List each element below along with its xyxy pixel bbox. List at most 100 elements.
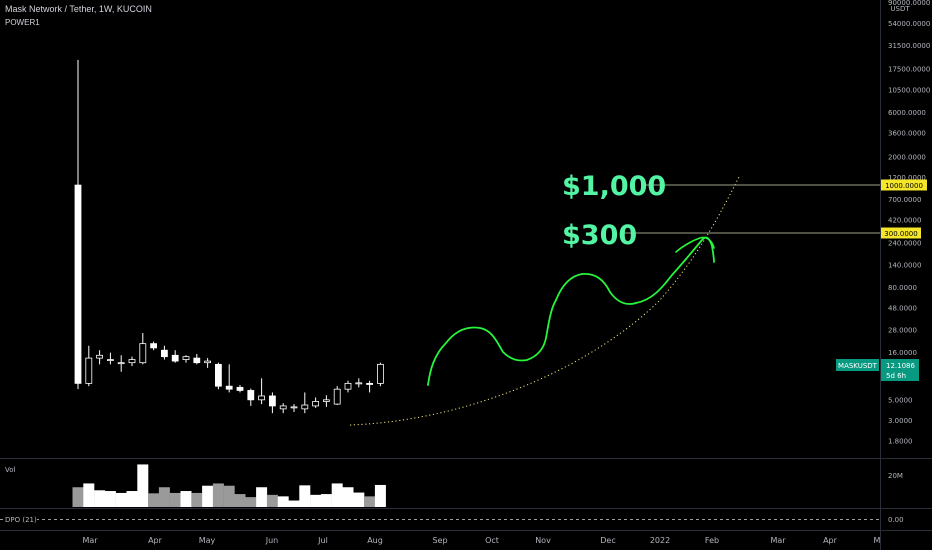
hand-drawn-hook [675, 236, 715, 253]
annotation-1000[interactable]: $1,000 [562, 171, 666, 202]
candle [344, 380, 352, 393]
candle [160, 345, 168, 360]
candle [171, 350, 179, 363]
hand-drawn-projection-path[interactable] [427, 236, 715, 386]
time-axis-tick: Jul [317, 536, 328, 545]
candle [376, 362, 384, 387]
time-axis-tick: Aug [367, 536, 383, 545]
last-price-tag-bg [881, 359, 919, 381]
candle [150, 341, 158, 351]
price-axis-tick: 48.0000 [888, 305, 917, 313]
volume-bar [94, 490, 106, 507]
price-axis-tick: 5.0000 [888, 396, 913, 404]
candle [96, 350, 103, 365]
volume-bar [320, 494, 332, 507]
volume-bar [115, 492, 127, 507]
volume-layer [72, 464, 386, 507]
candle [225, 364, 233, 393]
candle [279, 403, 287, 414]
candle [290, 404, 298, 413]
volume-bar [223, 485, 235, 507]
candle [74, 59, 82, 390]
volume-bar [266, 494, 278, 507]
price-axis-tick: 31500.0000 [888, 42, 930, 50]
volume-bar [137, 464, 149, 507]
volume-bar [331, 483, 343, 507]
last-price-countdown: 5d 6h [886, 372, 906, 380]
dpo-axis-value: 0.00 [888, 516, 904, 524]
price-axis-tick: 2000.0000 [888, 154, 926, 162]
symbol-tag: MASKUSDT [838, 362, 878, 370]
volume-bar [180, 491, 192, 507]
volume-bar [245, 497, 257, 507]
time-axis-tick: Apr [823, 536, 838, 545]
time-axis-tick: Oct [485, 536, 499, 545]
volume-bar [158, 487, 170, 507]
volume-bar [364, 496, 376, 507]
volume-bar [212, 483, 224, 507]
candle [236, 385, 244, 393]
symbol-tag-bg [836, 359, 879, 371]
volume-bar [310, 494, 322, 507]
price-axis-tick: 240.0000 [888, 239, 921, 247]
price-axis-tick: 10500.0000 [888, 86, 930, 94]
volume-bar [353, 492, 365, 507]
level-tag-1000: 1000.0000 [885, 182, 923, 190]
time-axis-tick: M [874, 536, 881, 545]
candle [258, 378, 266, 405]
volume-bar [277, 496, 289, 507]
candle [366, 380, 374, 393]
volume-bar [342, 487, 354, 507]
dpo-label: DPO (21) [5, 516, 37, 524]
volume-bar [256, 487, 268, 507]
level-tag-300: 300.0000 [884, 230, 917, 238]
annotation-300[interactable]: $300 [562, 220, 637, 251]
candle [301, 392, 309, 414]
time-axis-tick: Nov [535, 536, 551, 545]
time-axis-tick: Sep [432, 536, 447, 545]
candles-layer [74, 59, 384, 414]
price-axis-tick: 1.8000 [888, 438, 913, 446]
time-axis-tick: Dec [600, 536, 615, 545]
candle [85, 345, 93, 387]
candle [107, 352, 114, 365]
candle [268, 392, 276, 414]
last-price-tag: 12.1086 [886, 362, 915, 370]
candle [117, 355, 125, 372]
candle [247, 388, 255, 406]
price-axis-tick: 140.0000 [888, 261, 921, 269]
price-axis-tick: 90000.0000 [888, 0, 930, 7]
candle [333, 386, 341, 406]
volume-bar [299, 485, 311, 507]
time-axis-tick: Feb [705, 536, 719, 545]
candle [355, 378, 363, 388]
time-axis-tick: Mar [770, 536, 786, 545]
volume-bar [72, 487, 84, 507]
time-axis-tick: Apr [148, 536, 163, 545]
candle [128, 356, 136, 367]
candle [139, 333, 147, 365]
chart-title: Mask Network / Tether, 1W, KUCOIN [5, 4, 152, 14]
indicator-label: POWER1 [5, 18, 40, 27]
dpo-label-bg [3, 513, 37, 524]
volume-bar [148, 493, 160, 507]
time-axis-tick: 2022 [650, 536, 670, 545]
volume-pane-label: Vol [5, 466, 16, 474]
time-axis[interactable]: Mar Apr May Jun Jul Aug Sep Oct Nov Dec 2022 Feb Mar… [82, 536, 880, 545]
volume-bar [169, 492, 181, 507]
price-axis-tick: 3.0000 [888, 417, 913, 425]
volume-bar [83, 483, 95, 507]
time-axis-tick: Jun [265, 536, 279, 545]
price-axis-tick: 54000.0000 [888, 20, 930, 28]
level-tag-300-bg [881, 227, 921, 239]
volume-axis-tick: 20M [888, 472, 903, 480]
price-axis-tick: 3600.0000 [888, 130, 926, 138]
price-axis-tick: 17500.0000 [888, 66, 930, 74]
candle [214, 362, 222, 390]
time-axis-tick: Mar [82, 536, 98, 545]
volume-bar [374, 484, 386, 507]
candle [312, 397, 320, 408]
level-tag-1000-bg [881, 179, 927, 191]
candle [182, 355, 190, 363]
